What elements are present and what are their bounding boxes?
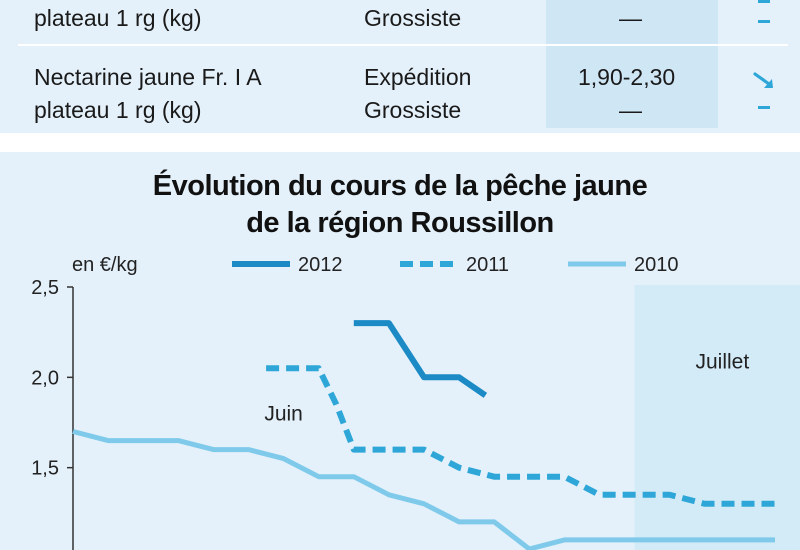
row2-stage-line1: Expédition bbox=[364, 64, 472, 90]
series-line-2011 bbox=[266, 365, 775, 507]
trend-partial-icon bbox=[758, 0, 770, 3]
annotation-juillet: Juillet bbox=[695, 350, 749, 373]
y-tick-label: 2,0 bbox=[31, 367, 59, 389]
unit-label: en €/kg bbox=[72, 254, 138, 276]
row-divider bbox=[18, 44, 788, 46]
legend-label-2011: 2011 bbox=[466, 254, 509, 276]
row2-price-line2: — bbox=[619, 97, 642, 123]
series-line-2012 bbox=[353, 320, 488, 398]
chart-title-line2: de la région Roussillon bbox=[246, 207, 554, 239]
row2-product-line1: Nectarine jaune Fr. I A bbox=[34, 64, 262, 90]
y-tick-label: 2,5 bbox=[31, 277, 59, 299]
dash-icon bbox=[758, 106, 770, 109]
row2-price-line1: 1,90-2,30 bbox=[578, 64, 676, 90]
chart-title-line1: Évolution du cours de la pêche jaune bbox=[152, 170, 648, 202]
annotation-juin: Juin bbox=[264, 403, 303, 426]
row1-product-line2: plateau 1 rg (kg) bbox=[34, 5, 202, 31]
series-line-2010 bbox=[72, 429, 775, 550]
row1-stage-line2: Grossiste bbox=[364, 5, 462, 31]
y-tick-label: 1,5 bbox=[31, 458, 59, 480]
row2-stage-line2: Grossiste bbox=[364, 97, 462, 123]
row1-price-line2: — bbox=[619, 5, 642, 31]
trend-icons-layer bbox=[753, 72, 773, 109]
legend-label-2010: 2010 bbox=[634, 254, 679, 276]
legend-label-2012: 2012 bbox=[298, 254, 343, 276]
dash-icon bbox=[758, 20, 770, 23]
row2-product-line2: plateau 1 rg (kg) bbox=[34, 97, 202, 123]
price-table: plateau 1 rg (kg) Grossiste — Nectarine … bbox=[0, 0, 800, 133]
price-column-bg bbox=[546, 0, 718, 128]
july-band bbox=[634, 285, 800, 550]
down-right-arrow-icon bbox=[753, 72, 773, 88]
